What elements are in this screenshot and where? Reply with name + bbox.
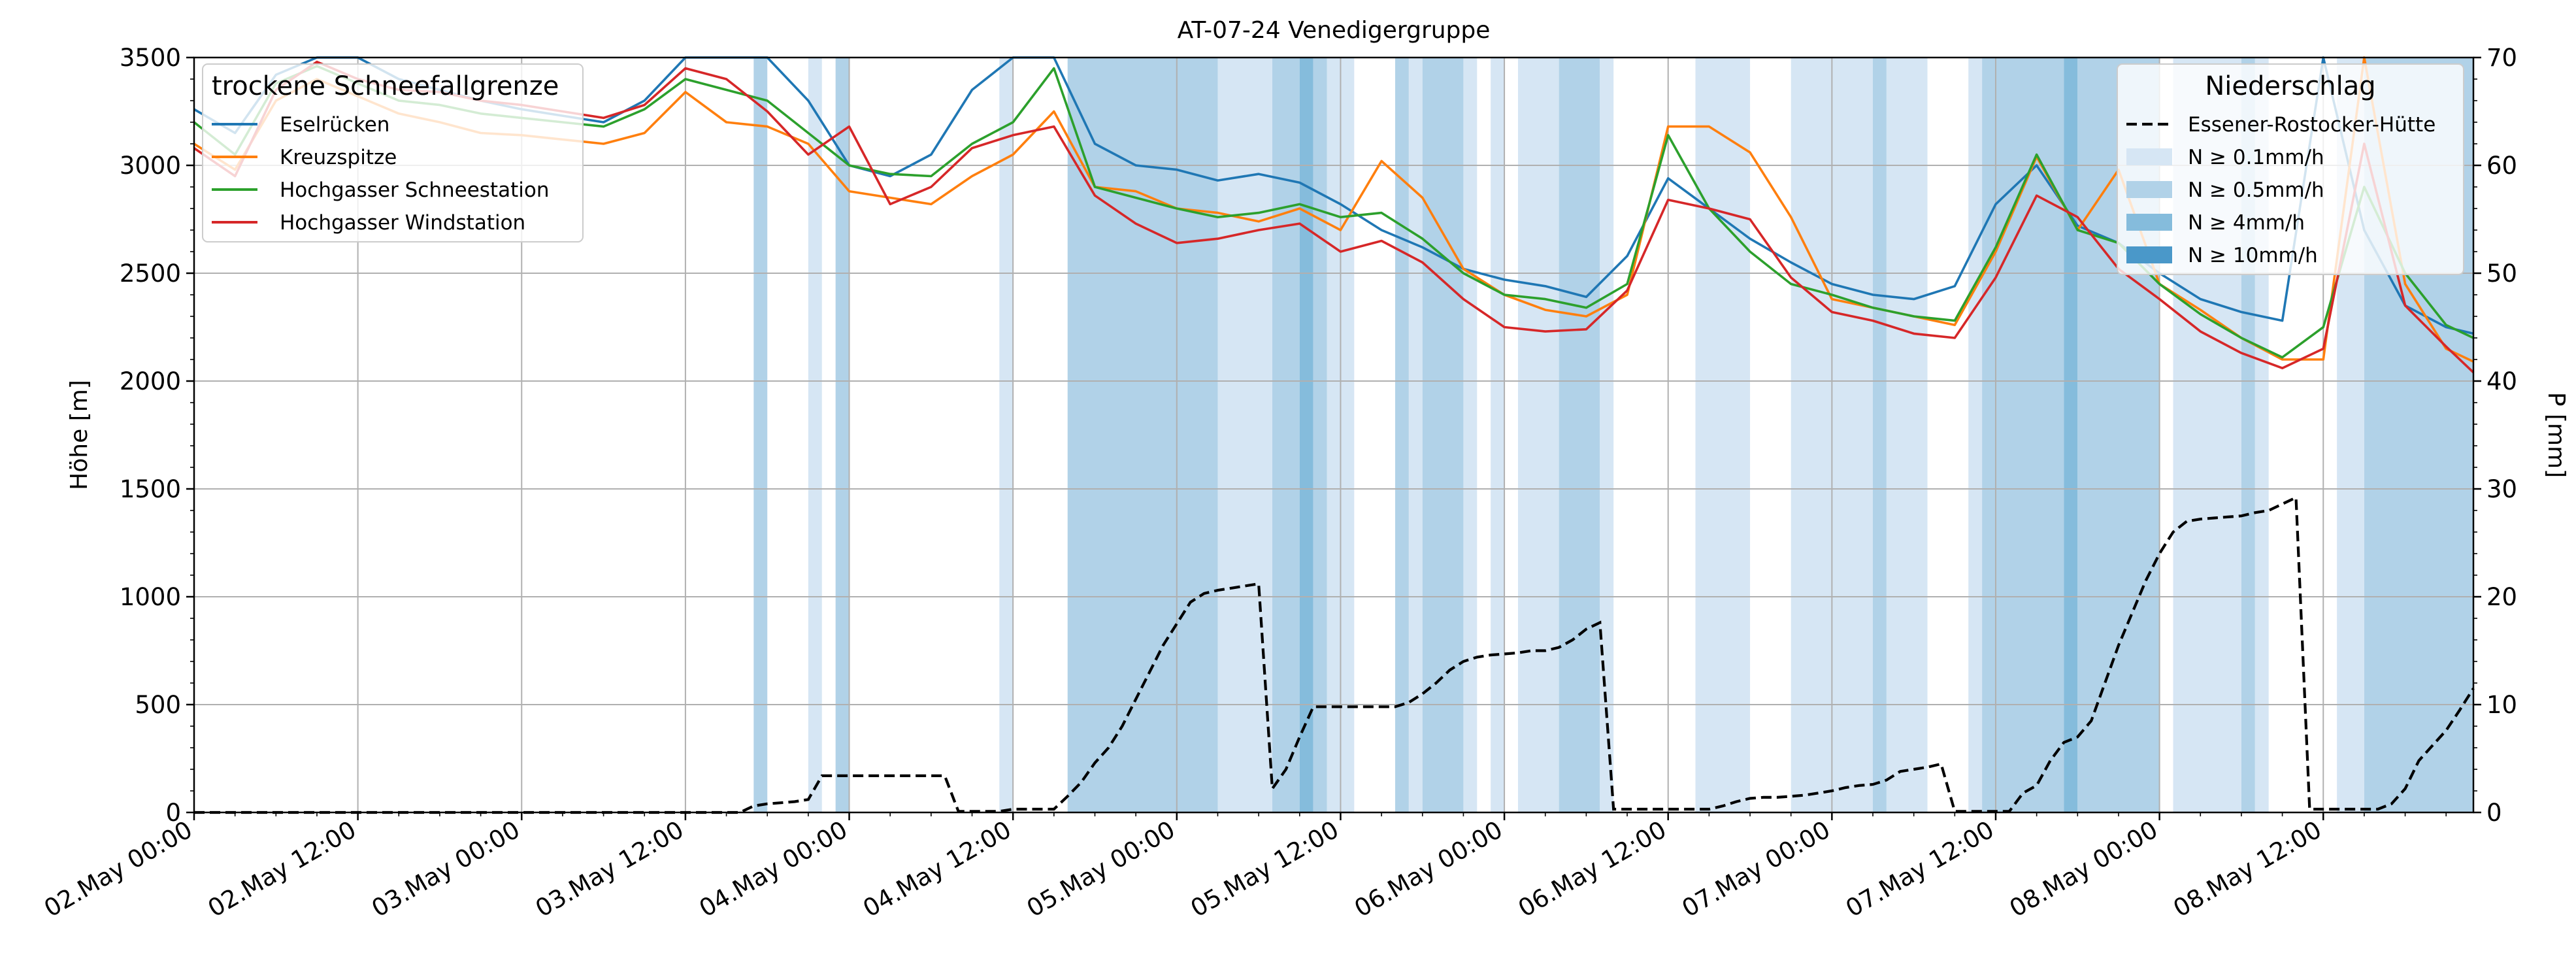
legend-precip-band-swatch: [2126, 214, 2172, 231]
y-tick-label-right: 10: [2486, 691, 2517, 719]
y-tick-label-left: 1500: [120, 475, 181, 503]
legend-precip-band-swatch: [2126, 246, 2172, 263]
precip-band: [1422, 58, 1464, 812]
y-tick-label-right: 20: [2486, 583, 2517, 611]
precip-band: [1217, 58, 1273, 812]
y-tick-label-left: 2000: [120, 367, 181, 395]
y-tick-label-right: 30: [2486, 475, 2517, 503]
precip-band: [835, 58, 850, 812]
legend-precip-frame: [2117, 63, 2464, 275]
legend-precip-label: N ≥ 0.1mm/h: [2188, 146, 2324, 169]
plot-frame: [193, 56, 2475, 814]
precip-band: [808, 58, 822, 812]
y-tick-label-right: 70: [2486, 44, 2517, 72]
y-tick-label-right: 0: [2486, 799, 2502, 827]
legend-snow-label: Hochgasser Windstation: [280, 211, 525, 235]
y-axis-label-right: P [mm]: [2543, 392, 2569, 478]
precip-band: [1395, 58, 1409, 812]
precip-band: [1886, 58, 1928, 812]
precip-band: [753, 58, 768, 812]
precip-band: [1873, 58, 1887, 812]
legend-snow-label: Hochgasser Schneestation: [280, 178, 549, 202]
legend-precipitation: Niederschlag Essener-Rostocker-Hütte N ≥ 0…: [2117, 63, 2464, 275]
chart-title: AT-07-24 Venedigergruppe: [1178, 17, 1491, 44]
y-tick-label-left: 500: [135, 691, 181, 719]
precip-band: [1695, 58, 1751, 812]
precip-line-group: [194, 495, 2475, 814]
precip-band: [1491, 58, 1505, 812]
precip-band: [1299, 58, 1313, 812]
y-tick-label-right: 50: [2486, 259, 2517, 288]
precip-band: [1463, 58, 1478, 812]
precip-band: [999, 58, 1014, 812]
legend-snowline: trockene Schneefallgrenze Eselrücken Kreuz…: [202, 63, 584, 242]
y-tick-label-left: 1000: [120, 583, 181, 611]
legend-precip-label: N ≥ 0.5mm/h: [2188, 178, 2324, 202]
legend-snow-frame: [202, 63, 584, 242]
precip-band: [1982, 58, 2064, 812]
y-tick-label-right: 40: [2486, 367, 2517, 395]
precip-line: [194, 495, 2475, 814]
precip-band: [2064, 58, 2078, 812]
legend-precip-title: Niederschlag: [2205, 71, 2375, 101]
y-tick-label-right: 60: [2486, 152, 2517, 180]
legend-precip-label: Essener-Rostocker-Hütte: [2188, 113, 2436, 137]
y-tick-label-left: 3000: [120, 152, 181, 180]
y-axis-label-left: Höhe [m]: [66, 380, 93, 490]
legend-snow-title: trockene Schneefallgrenze: [212, 71, 559, 101]
y-tick-label-left: 3500: [120, 44, 181, 72]
legend-precip-label: N ≥ 10mm/h: [2188, 244, 2318, 267]
legend-snow-label: Kreuzspitze: [280, 146, 397, 169]
legend-precip-band-swatch: [2126, 148, 2172, 165]
precip-band: [1968, 58, 1983, 812]
precip-band: [1600, 58, 1614, 812]
legend-snow-label: Eselrücken: [280, 113, 389, 137]
precip-band: [1313, 58, 1327, 812]
precip-band: [1272, 58, 1300, 812]
precip-band: [1559, 58, 1600, 812]
y-tick-label-left: 0: [165, 799, 181, 827]
precip-band: [1517, 58, 1559, 812]
y-tick-label-left: 2500: [120, 259, 181, 288]
legend-precip-band-swatch: [2126, 181, 2172, 198]
legend-precip-label: N ≥ 4mm/h: [2188, 211, 2305, 235]
